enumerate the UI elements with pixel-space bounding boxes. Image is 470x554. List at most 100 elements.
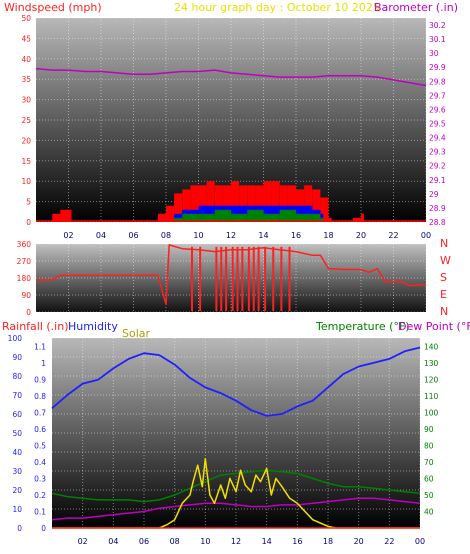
wind-gust-bar (60, 209, 69, 222)
wind-gust-bar (287, 185, 296, 222)
wind-lull-bar (312, 213, 321, 222)
compass-label: N (440, 237, 448, 250)
temperature-tick-label: 60 (424, 474, 434, 483)
rainfall-tick-label: 0.6 (34, 425, 46, 434)
temperature-tick-label: 70 (424, 458, 434, 467)
wind-gust-bar (279, 185, 288, 222)
time-tick-label: 20 (356, 231, 366, 240)
rainfall-tick-label: 0.3 (34, 474, 46, 483)
wind-lull-bar (231, 213, 248, 222)
wind-lull-bar (279, 209, 297, 222)
windspeed-tick-label: 45 (21, 34, 31, 43)
barometer-tick-label: 29.9 (429, 63, 446, 72)
wind-gust-bar (214, 185, 223, 222)
compass-label: W (440, 254, 451, 267)
time-tick-label: 06 (128, 231, 138, 240)
temperature-tick-label: 90 (424, 425, 434, 434)
humidity-tick-label: 80 (12, 372, 22, 381)
wind-gust-bar (328, 217, 332, 222)
direction-tick-label: 180 (17, 274, 32, 283)
wind-gust-bar (166, 205, 175, 222)
time-tick-label: 10 (200, 537, 210, 546)
humidity-tick-label: 60 (12, 410, 22, 419)
windspeed-tick-label: 0 (26, 218, 31, 227)
time-tick-label: 16 (291, 231, 301, 240)
chart-marks: 0510152025303540455028.828.92929.129.229… (8, 14, 451, 546)
windspeed-tick-label: 35 (21, 75, 31, 84)
barometer-tick-label: 29.1 (429, 176, 446, 185)
temperature-tick-label: 80 (424, 441, 434, 450)
wind-gust-bar (174, 193, 183, 222)
wind-gust-bar (247, 185, 256, 222)
time-tick-label: 22 (384, 537, 394, 546)
windspeed-tick-label: 20 (21, 136, 31, 145)
compass-label: E (440, 288, 447, 301)
compass-label: N (440, 305, 448, 318)
barometer-tick-label: 29.2 (429, 162, 446, 171)
wind-lull-bar (174, 217, 183, 222)
wind-gust-bar (304, 185, 313, 222)
barometer-tick-label: 29.6 (429, 105, 446, 114)
temperature-tick-label: 110 (424, 392, 439, 401)
solar-line (52, 457, 420, 529)
wind-direction-line (36, 244, 427, 306)
temperature-axis-label: Temperature (°F) (315, 320, 410, 333)
direction-tick-label: 270 (17, 257, 32, 266)
time-tick-label: 08 (161, 231, 171, 240)
wind-gust-bar (320, 197, 329, 222)
humidity-tick-label: 0 (17, 524, 22, 533)
wind-gust-bar (231, 181, 240, 222)
barometer-line (35, 67, 427, 87)
windspeed-tick-label: 10 (21, 177, 31, 186)
time-tick-label: 10 (193, 231, 203, 240)
wind-gust-bar (352, 217, 361, 222)
rainfall-tick-label: 0.9 (34, 375, 46, 384)
temperature-tick-label: 120 (424, 375, 439, 384)
barometer-tick-label: 29.8 (429, 77, 446, 86)
rainfall-tick-label: 0.5 (34, 441, 46, 450)
time-tick-label: 08 (170, 537, 180, 546)
rainfall-tick-label: 0 (41, 524, 46, 533)
barometer-tick-label: 30.1 (429, 35, 446, 44)
direction-tick-label: 90 (21, 291, 31, 300)
wind-lull-bar (182, 213, 199, 222)
barometer-tick-label: 29.5 (429, 120, 446, 129)
time-tick-label: 18 (323, 231, 333, 240)
windspeed-tick-label: 15 (21, 157, 31, 166)
temperature-tick-label: 40 (424, 507, 434, 516)
direction-tick-label: 0 (26, 308, 31, 317)
time-tick-label: 22 (388, 231, 398, 240)
humidity-tick-label: 40 (12, 448, 22, 457)
rainfall-tick-label: 1 (41, 359, 46, 368)
wind-lull-bar (247, 209, 264, 222)
temperature-tick-label: 50 (424, 491, 434, 500)
rainfall-tick-label: 0.1 (34, 507, 46, 516)
dewpoint-axis-label: Dew Point (°F) (398, 320, 470, 333)
wind-gust-bar (222, 185, 231, 222)
humidity-axis-label: Humidity (68, 320, 118, 333)
wind-lull-bar (320, 217, 324, 222)
windspeed-tick-label: 30 (21, 96, 31, 105)
humidity-tick-label: 70 (12, 391, 22, 400)
barometer-tick-label: 29.4 (429, 134, 446, 143)
time-tick-label: 16 (292, 537, 302, 546)
wind-gust-bar (255, 185, 264, 222)
humidity-line (51, 346, 421, 417)
dewpoint-line (51, 497, 421, 521)
wind-gust-bar (157, 213, 166, 222)
rainfall-tick-label: 0.8 (34, 392, 46, 401)
windspeed-axis-label: Windspeed (mph) (4, 1, 102, 14)
temperature-line (51, 469, 421, 503)
barometer-tick-label: 29.3 (429, 148, 446, 157)
wind-gust-bar (52, 213, 61, 222)
time-tick-label: 12 (231, 537, 241, 546)
temperature-tick-label: 130 (424, 359, 439, 368)
barometer-tick-label: 28.8 (429, 218, 446, 227)
windspeed-tick-label: 40 (21, 55, 31, 64)
direction-tick-label: 360 (17, 240, 32, 249)
temperature-tick-label: 100 (424, 408, 439, 417)
rainfall-tick-label: 0.4 (34, 458, 46, 467)
barometer-tick-label: 29 (429, 190, 439, 199)
wind-gust-bar (68, 209, 72, 222)
